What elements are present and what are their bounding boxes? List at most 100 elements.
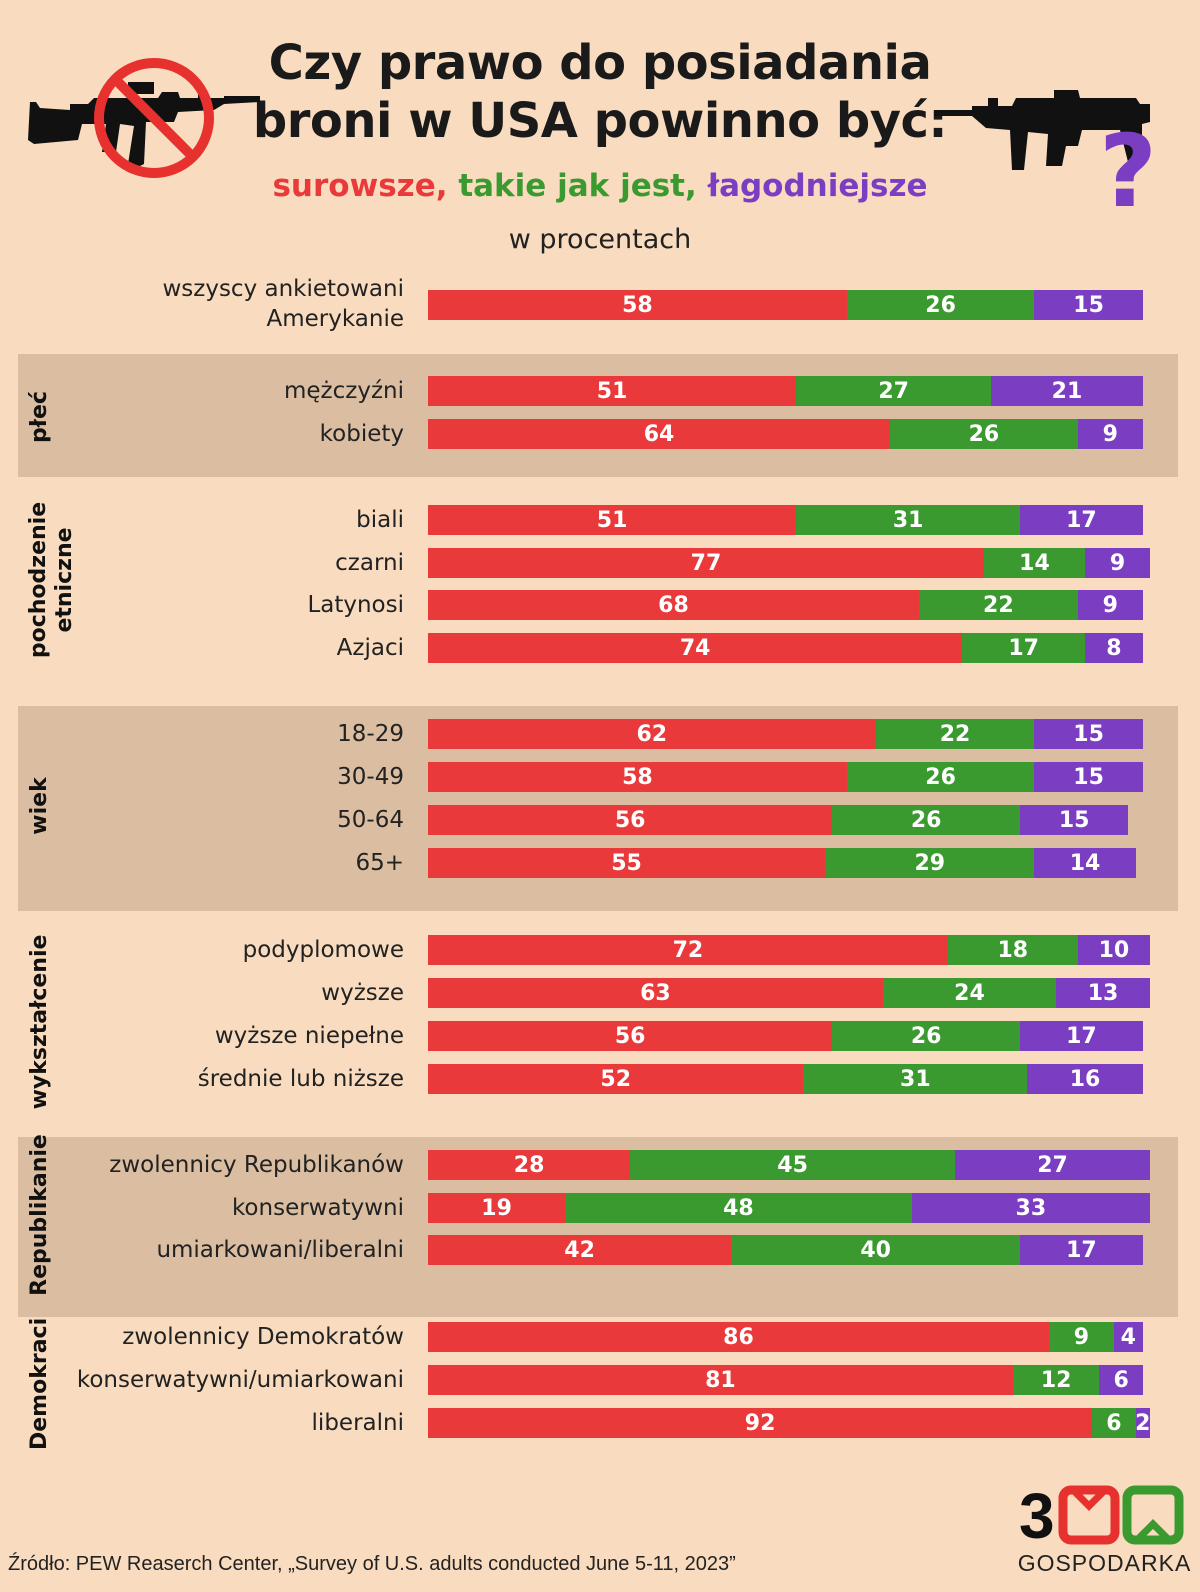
bar-segment-stricter: 64 [428,419,891,449]
bar-segment-stricter: 81 [428,1365,1013,1395]
bar-row: 56 26 15 [428,805,1129,835]
rifle-question-icon: ? [934,90,1157,220]
row-label: 18-29 [337,721,404,747]
bar-segment-same: 22 [918,590,1078,620]
title-line-1: Czy prawo do posiadania [268,35,932,91]
bar-segment-same: 48 [565,1193,912,1223]
row-label: liberalni [311,1410,404,1436]
bar-segment-same: 45 [630,1150,956,1180]
bar-segment-looser: 15 [1034,290,1143,320]
row-label: 30-49 [337,764,404,790]
bar-row: 72 18 10 [428,935,1150,965]
bar-segment-stricter: 42 [428,1235,732,1265]
bar-segment-same: 31 [796,505,1021,535]
bar-segment-stricter: 58 [428,762,847,792]
bar-segment-looser: 14 [1034,848,1136,878]
bar-segment-same: 26 [890,419,1078,449]
bar-segment-looser: 9 [1077,590,1143,620]
bar-segment-looser: 2 [1135,1408,1150,1438]
bar-segment-stricter: 74 [428,633,963,663]
bar-row: 19 48 33 [428,1193,1150,1223]
bar-segment-same: 29 [825,848,1035,878]
bar-segment-same: 22 [875,719,1035,749]
legend-stricter: surowsze, [272,168,448,204]
bar-segment-same: 24 [882,978,1057,1008]
logo-text: GOSPODARKA [1017,1550,1192,1576]
bar-segment-same: 6 [1092,1408,1136,1438]
bar-segment-stricter: 72 [428,935,948,965]
group-band [18,354,1178,477]
legend: surowsze, takie jak jest, łagodniejsze [0,168,1200,204]
bar-segment-same: 26 [832,1021,1021,1051]
bar-segment-stricter: 62 [428,719,876,749]
bar-segment-same: 26 [846,290,1035,320]
bar-segment-stricter: 86 [428,1322,1049,1352]
bar-row: 68 22 9 [428,590,1143,620]
bar-row: 81 12 6 [428,1365,1143,1395]
bar-segment-looser: 21 [991,376,1143,406]
bar-row: 58 26 15 [428,762,1143,792]
legend-same: takie jak jest, [458,168,697,204]
svg-text:?: ? [1099,113,1157,220]
bar-segment-stricter: 55 [428,848,826,878]
bar-segment-looser: 9 [1085,548,1150,578]
bar-segment-stricter: 63 [428,978,883,1008]
bar-row: 28 45 27 [428,1150,1150,1180]
bar-segment-stricter: 51 [428,505,797,535]
bar-segment-stricter: 58 [428,290,847,320]
row-label: biali [356,507,404,533]
group-label: pochodzenie etniczne [26,501,77,659]
bar-row: 86 9 4 [428,1322,1143,1352]
bar-segment-looser: 17 [1020,1021,1143,1051]
bar-segment-looser: 8 [1085,633,1143,663]
row-label: wyższe [321,980,404,1006]
row-label: mężczyźni [284,378,404,404]
row-label-line: Amerykanie [266,306,404,332]
bar-segment-stricter: 68 [428,590,919,620]
legend-looser: łagodniejsze [707,168,928,204]
bar-segment-same: 18 [947,935,1078,965]
row-label: umiarkowani/liberalni [156,1237,404,1263]
bar-row: 64 26 9 [428,419,1143,449]
bar-row: 52 31 16 [428,1064,1143,1094]
bar-segment-stricter: 51 [428,376,797,406]
row-label: zwolennicy Republikanów [109,1152,404,1178]
bar-row: 56 26 17 [428,1021,1143,1051]
bar-segment-same: 26 [846,762,1035,792]
row-label: zwolennicy Demokratów [122,1324,404,1350]
source-note: Źródło: PEW Reaserch Center, „Survey of … [8,1553,736,1575]
row-label: średnie lub niższe [197,1066,404,1092]
group-label: wiek [27,777,52,835]
row-label: konserwatywni [231,1195,404,1221]
row-label: czarni [335,550,404,576]
bar-row: 74 17 8 [428,633,1143,663]
row-label: 50-64 [337,807,404,833]
bar-segment-stricter: 77 [428,548,984,578]
bar-segment-looser: 17 [1020,505,1143,535]
bar-row: 58 26 15 [428,290,1143,320]
bar-segment-stricter: 28 [428,1150,631,1180]
bar-segment-looser: 4 [1113,1322,1143,1352]
group-label: Republikanie [27,1134,52,1296]
bar-segment-same: 14 [983,548,1086,578]
bar-segment-same: 40 [731,1235,1021,1265]
bar-segment-stricter: 56 [428,805,833,835]
row-label: Latynosi [307,592,404,618]
row-label: Azjaci [336,635,404,661]
bar-segment-looser: 15 [1020,805,1129,835]
title-line-2: broni w USA powinno być: [252,93,948,149]
group-label: wykształcenie [27,934,52,1110]
bar-segment-looser: 10 [1077,935,1150,965]
bar-segment-stricter: 92 [428,1408,1093,1438]
bar-segment-stricter: 19 [428,1193,566,1223]
bar-row: 55 29 14 [428,848,1136,878]
bar-row: 92 6 2 [428,1408,1150,1438]
bar-segment-same: 27 [796,376,992,406]
bar-row: 62 22 15 [428,719,1143,749]
bar-segment-same: 12 [1012,1365,1100,1395]
bar-segment-looser: 15 [1034,719,1143,749]
row-label: wyższe niepełne [214,1023,404,1049]
bar-row: 51 31 17 [428,505,1143,535]
bar-segment-looser: 16 [1027,1064,1143,1094]
bar-segment-looser: 33 [911,1193,1150,1223]
